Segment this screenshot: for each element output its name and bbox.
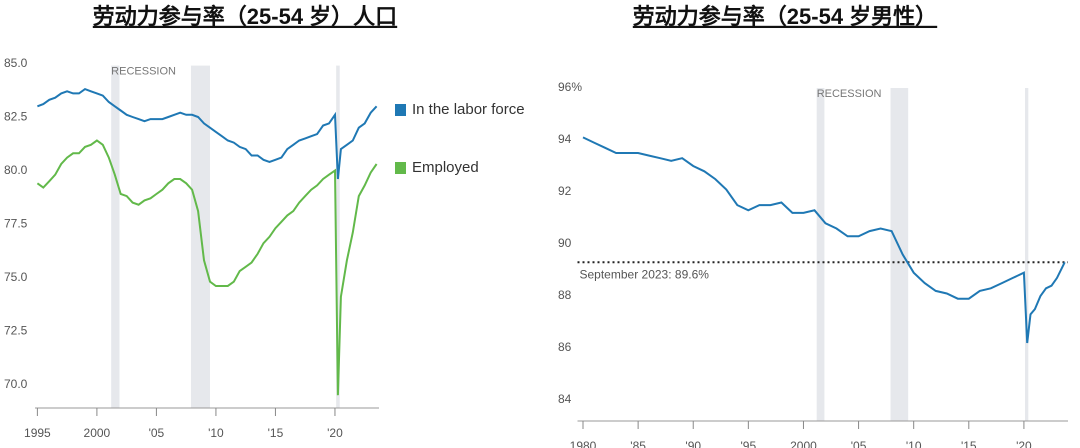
x-tick-label: '05 <box>149 426 165 440</box>
y-tick-label: 85.0 <box>4 56 28 70</box>
x-tick-label: 1980 <box>570 439 597 448</box>
y-tick-label: 84 <box>558 392 572 406</box>
data-line <box>582 136 1066 344</box>
y-tick-label: 92 <box>558 184 572 198</box>
recession-label: RECESSION <box>817 88 882 100</box>
y-tick-label: 70.0 <box>4 377 28 391</box>
y-tick-label: 90 <box>558 236 572 250</box>
y-tick-label: 96% <box>558 80 582 94</box>
data-line <box>37 87 378 180</box>
x-tick-label: '10 <box>906 439 922 448</box>
y-tick-label: 72.5 <box>4 324 28 338</box>
recession-band <box>890 88 909 421</box>
x-tick-label: '95 <box>741 439 757 448</box>
reference-label: September 2023: 89.6% <box>580 267 710 281</box>
x-tick-label: 1995 <box>24 426 51 440</box>
y-tick-label: 80.0 <box>4 163 28 177</box>
chart-title: 劳动力参与率（25-54 岁）人口 <box>93 4 397 29</box>
x-tick-label: '85 <box>630 439 646 448</box>
legend-label: In the labor force <box>412 101 525 118</box>
recession-label: RECESSION <box>111 66 176 78</box>
x-tick-label: '20 <box>327 426 343 440</box>
x-tick-label: '15 <box>961 439 977 448</box>
recession-band <box>816 88 825 421</box>
x-tick-label: '20 <box>1016 439 1032 448</box>
x-tick-label: 2000 <box>84 426 111 440</box>
recession-band <box>111 65 120 408</box>
legend-swatch <box>395 104 406 116</box>
x-tick-label: '15 <box>268 426 284 440</box>
y-tick-label: 75.0 <box>4 270 28 284</box>
y-tick-label: 77.5 <box>4 217 28 231</box>
legend-swatch <box>395 162 406 174</box>
chart-title: 劳动力参与率（25-54 岁男性） <box>633 4 937 29</box>
x-tick-label: '90 <box>685 439 701 448</box>
y-tick-label: 88 <box>558 288 572 302</box>
y-tick-label: 94 <box>558 132 572 146</box>
x-tick-label: 2000 <box>790 439 817 448</box>
y-tick-label: 86 <box>558 340 572 354</box>
legend-label: Employed <box>412 159 479 176</box>
data-line <box>36 139 378 396</box>
recession-band <box>1025 88 1029 421</box>
y-tick-label: 82.5 <box>4 110 28 124</box>
recession-band <box>336 65 340 408</box>
x-tick-label: '10 <box>208 426 224 440</box>
x-tick-label: '05 <box>851 439 867 448</box>
